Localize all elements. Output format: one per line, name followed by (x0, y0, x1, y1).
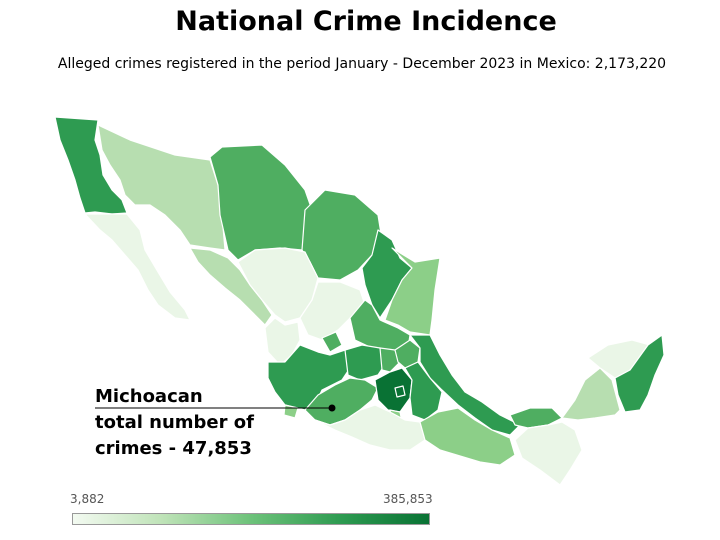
state-baja-california-sur[interactable] (84, 213, 191, 321)
callout-line-3: crimes - 47,853 (95, 438, 252, 459)
state-chiapas[interactable] (514, 421, 583, 486)
state-sonora[interactable] (97, 124, 226, 251)
callout-state-name: Michoacan (95, 386, 203, 407)
state-oaxaca[interactable] (419, 407, 516, 466)
state-queretaro[interactable] (379, 347, 401, 373)
state-tabasco[interactable] (509, 407, 563, 429)
legend-color-scale (72, 513, 430, 525)
callout-line-2: total number of (95, 412, 254, 433)
state-ciudad-de-mexico[interactable] (394, 385, 406, 398)
map-title: National Crime Incidence (175, 6, 557, 37)
state-chihuahua[interactable] (209, 144, 313, 261)
state-aguascalientes[interactable] (321, 331, 343, 353)
state-tamaulipas[interactable] (384, 247, 441, 336)
state-sinaloa[interactable] (189, 247, 273, 326)
state-nayarit[interactable] (264, 317, 301, 366)
state-colima[interactable] (283, 404, 299, 419)
legend-max-label: 385,853 (383, 492, 433, 506)
callout-marker (328, 404, 336, 412)
michoacan-callout: Michoacan total number of crimes - 47,85… (95, 384, 275, 462)
map-subtitle: Alleged crimes registered in the period … (57, 56, 667, 72)
state-estado-de-mexico[interactable] (374, 367, 413, 413)
legend-min-label: 3,882 (70, 492, 105, 506)
state-campeche[interactable] (561, 367, 621, 421)
state-jalisco[interactable] (267, 344, 353, 411)
state-quintana-roo[interactable] (614, 334, 665, 413)
